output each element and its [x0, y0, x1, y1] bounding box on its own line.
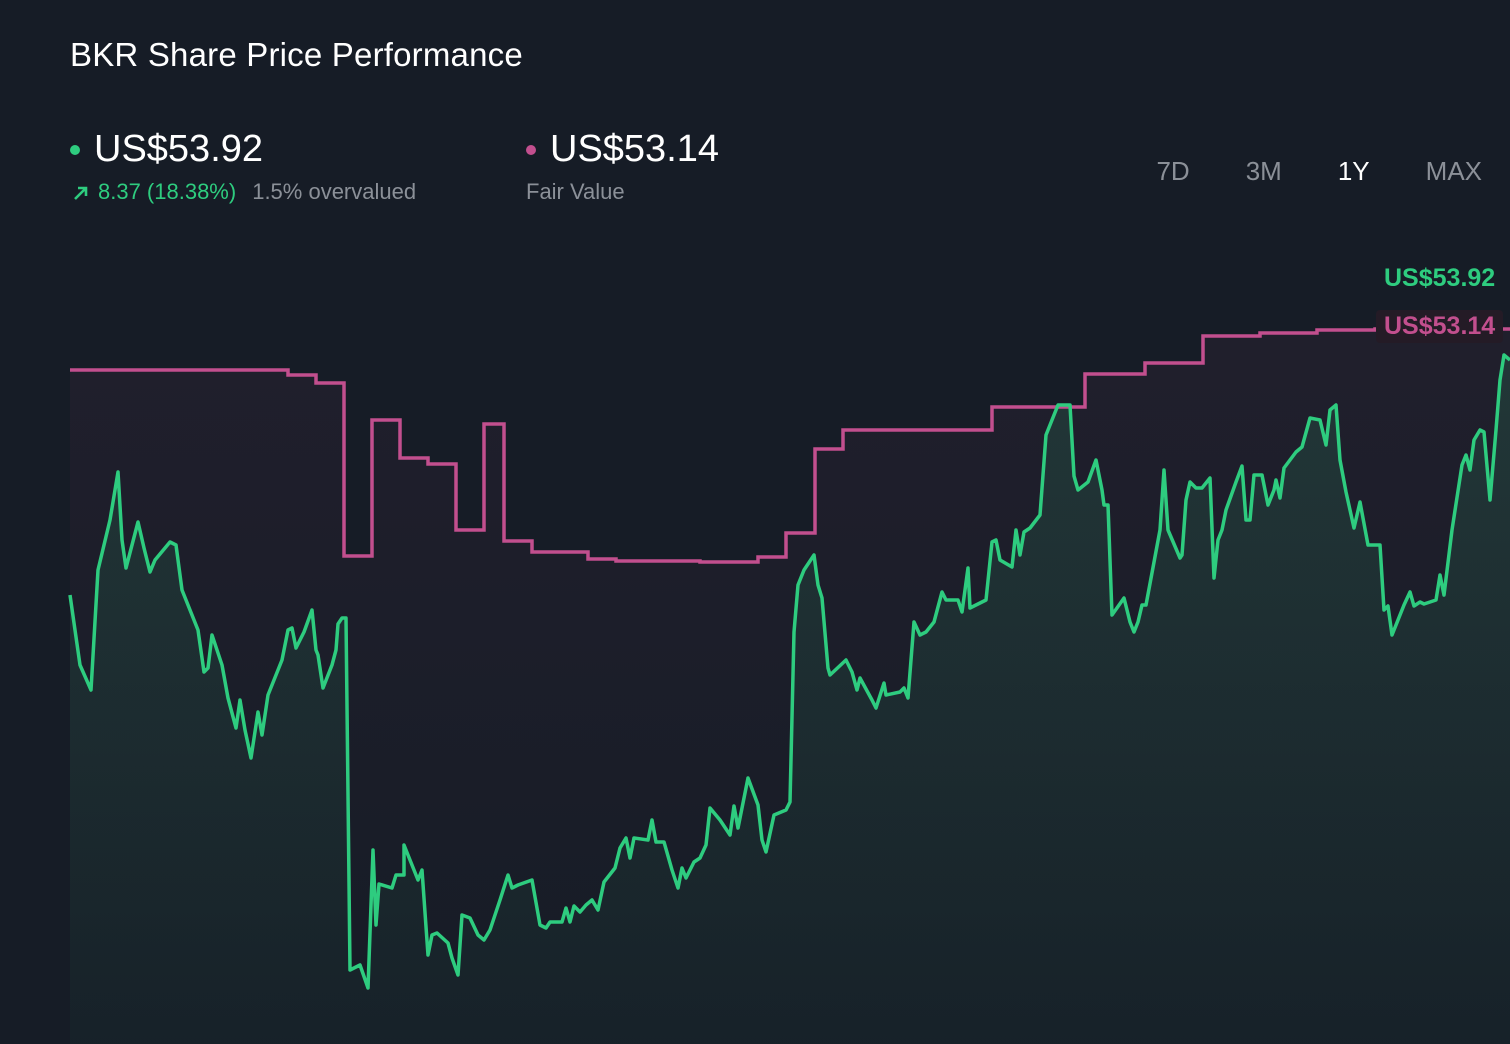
- price-legend: US$53.92 8.37 (18.38%) 1.5% overvalued: [70, 128, 416, 205]
- fair-value-label: Fair Value: [526, 179, 625, 204]
- price-change: 8.37 (18.38%): [70, 179, 236, 205]
- time-range-selector: 7D 3M 1Y MAX: [1128, 156, 1510, 187]
- fair-value-dot-icon: [526, 144, 536, 155]
- range-3m[interactable]: 3M: [1245, 156, 1282, 186]
- range-7d[interactable]: 7D: [1156, 156, 1190, 186]
- chart-title: BKR Share Price Performance: [70, 36, 523, 73]
- fair-value-value: US$53.14: [550, 128, 720, 170]
- share-price-line: [68, 353, 1510, 990]
- range-max[interactable]: MAX: [1425, 156, 1482, 186]
- price-dot-icon: [70, 144, 80, 155]
- price-change-text: 8.37 (18.38%): [98, 179, 237, 204]
- price-value: US$53.92: [94, 128, 264, 170]
- fair-value-line: [70, 327, 1510, 564]
- valuation-status: 1.5% overvalued: [252, 179, 417, 204]
- arrow-up-right-icon: [74, 186, 88, 201]
- price-end-tag: US$53.92: [1376, 262, 1504, 295]
- fair-value-end-tag: US$53.14: [1376, 310, 1504, 343]
- price-area: [70, 355, 1510, 1044]
- fair-value-legend: US$53.14 Fair Value: [526, 128, 719, 205]
- range-1y[interactable]: 1Y: [1337, 156, 1370, 186]
